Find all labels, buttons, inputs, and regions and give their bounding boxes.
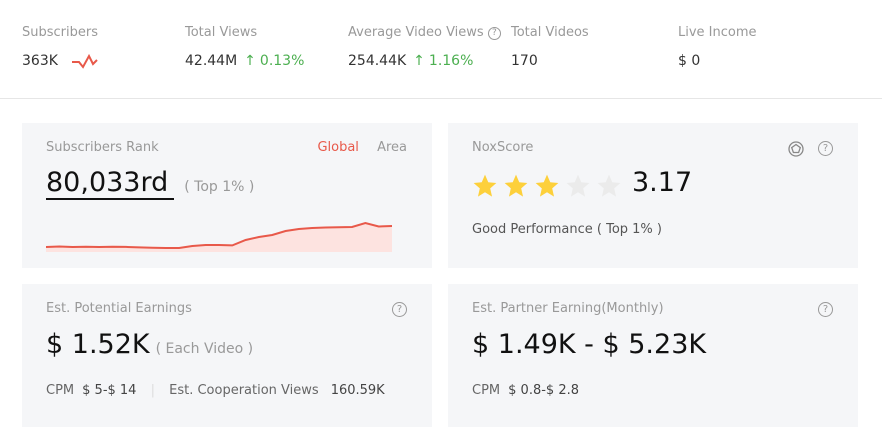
rank-trend-chart xyxy=(46,221,392,252)
potential-earnings-card: Est. Potential Earnings ? $ 1.52K ( Each … xyxy=(22,284,432,427)
cpm-label: CPM xyxy=(472,383,501,398)
partner-earning-card: Est. Partner Earning(Monthly) ? $ 1.49K … xyxy=(448,284,858,427)
card-title: Subscribers Rank xyxy=(46,140,159,155)
stat-label: Total Views xyxy=(185,25,258,40)
nox-score-value: 3.17 xyxy=(632,167,693,198)
earnings-value: $ 1.52K xyxy=(46,329,150,360)
tab-area[interactable]: Area xyxy=(377,140,407,155)
badge-icon[interactable] xyxy=(788,141,804,157)
stat-value: 170 xyxy=(511,53,538,69)
cpm-value: $ 5-$ 14 xyxy=(82,383,137,398)
stats-bar: Subscribers 363K Total Views 42.44M ↑ 0.13… xyxy=(0,0,882,99)
noxscore-card: NoxScore ? 3.17 Good Performance ( Top 1… xyxy=(448,123,858,268)
arrow-up-icon: ↑ xyxy=(413,53,425,69)
stat-average-video-views: Average Video Views ? 254.44K ↑ 1.16% xyxy=(348,25,501,69)
coop-value: 160.59K xyxy=(330,383,385,398)
star-rating xyxy=(472,173,622,199)
performance-text: Good Performance ( Top 1% ) xyxy=(472,222,662,237)
coop-label: Est. Cooperation Views xyxy=(169,383,319,398)
arrow-up-icon: ↑ xyxy=(244,53,256,69)
stat-value: $ 0 xyxy=(678,53,701,69)
stat-change: 1.16% xyxy=(428,53,474,69)
partner-earning-value: $ 1.49K - $ 5.23K xyxy=(472,329,707,360)
trend-area xyxy=(46,223,392,252)
rank-note: ( Top 1% ) xyxy=(184,179,255,195)
help-icon[interactable]: ? xyxy=(487,27,501,40)
earnings-note: ( Each Video ) xyxy=(155,341,254,357)
rank-value[interactable]: 80,033rd xyxy=(46,168,175,200)
star-icon xyxy=(597,174,621,197)
stat-label: Subscribers xyxy=(22,25,98,40)
divider: | xyxy=(150,383,155,398)
cpm-value: $ 0.8-$ 2.8 xyxy=(508,383,579,398)
help-icon[interactable]: ? xyxy=(818,302,833,317)
stat-total-views: Total Views 42.44M ↑ 0.13% xyxy=(185,25,304,69)
help-icon[interactable]: ? xyxy=(392,302,407,317)
stat-value: 42.44M xyxy=(185,53,238,69)
tab-global[interactable]: Global xyxy=(317,140,359,155)
star-icon xyxy=(566,174,590,197)
stat-value: 363K xyxy=(22,53,58,69)
star-icon xyxy=(535,174,559,197)
star-icon xyxy=(504,174,528,197)
stat-change: 0.13% xyxy=(259,53,305,69)
cpm-label: CPM xyxy=(46,383,75,398)
card-title: NoxScore xyxy=(472,140,534,155)
help-icon[interactable]: ? xyxy=(818,141,833,156)
subscribers-rank-card: Subscribers Rank Global Area 80,033rd ( … xyxy=(22,123,432,268)
stat-total-videos: Total Videos 170 xyxy=(511,25,589,69)
stat-subscribers: Subscribers 363K xyxy=(22,25,100,69)
stat-live-income: Live Income $ 0 xyxy=(678,25,757,69)
stat-label: Live Income xyxy=(678,25,757,40)
stat-label: Total Videos xyxy=(511,25,589,40)
trend-line xyxy=(46,221,392,249)
card-title: Est. Potential Earnings xyxy=(46,301,192,316)
pulse-icon xyxy=(71,53,98,69)
star-icon xyxy=(473,174,497,197)
card-title: Est. Partner Earning(Monthly) xyxy=(472,301,664,316)
stat-label: Average Video Views xyxy=(348,25,484,40)
stat-value: 254.44K xyxy=(348,53,407,69)
